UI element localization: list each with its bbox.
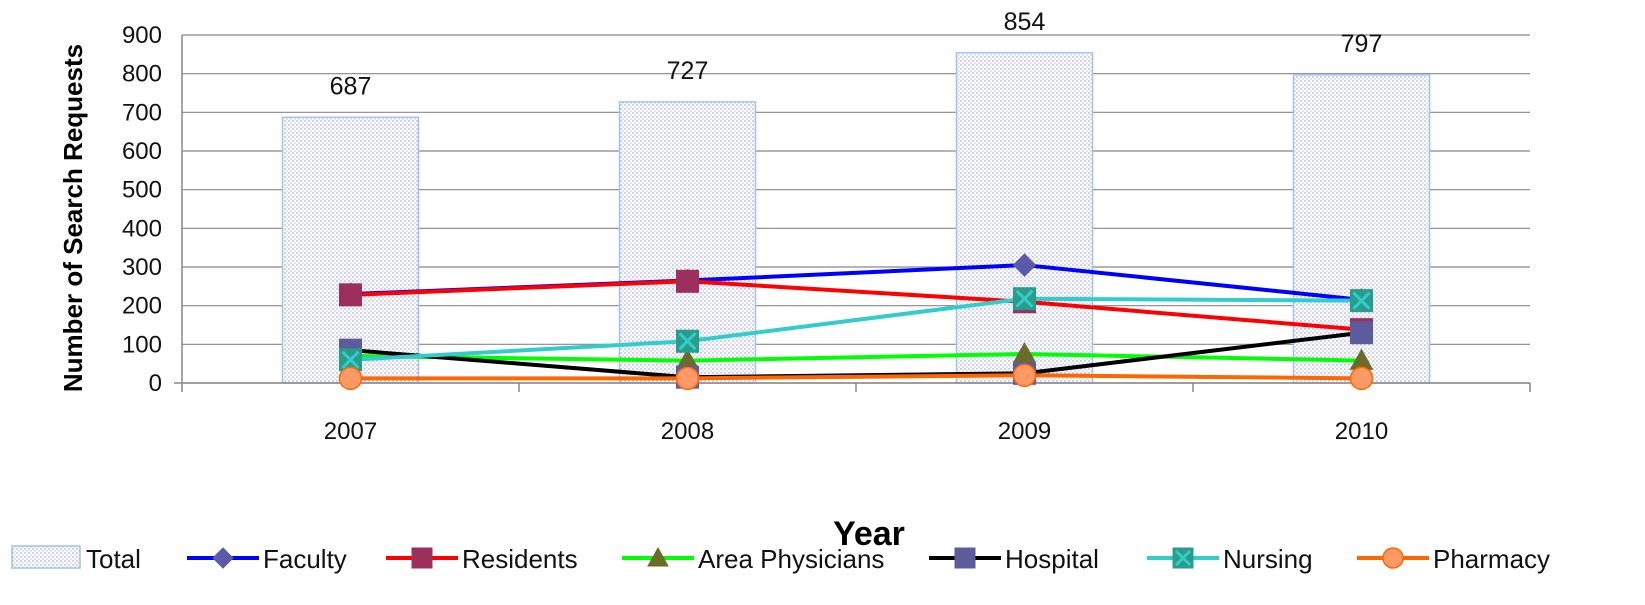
y-tick-label: 500 <box>122 177 162 204</box>
bar-data-label: 687 <box>330 72 372 100</box>
legend-label-hospital: Hospital <box>1005 544 1099 574</box>
line-residents <box>350 279 1362 332</box>
point-nursing <box>1350 289 1373 313</box>
y-tick-label: 700 <box>122 99 162 126</box>
y-tick-label: 900 <box>122 22 162 49</box>
legend-label-area-physicians: Area Physicians <box>698 544 884 574</box>
line-hospital <box>350 330 1362 380</box>
point-faculty <box>1012 253 1037 277</box>
line-pharmacy <box>350 373 1362 381</box>
legend-swatch-hospital <box>929 547 1001 569</box>
point-pharmacy <box>338 366 363 391</box>
line-faculty <box>350 263 1362 302</box>
x-tick-label: 2008 <box>661 418 714 445</box>
legend-label-residents: Residents <box>462 544 578 574</box>
x-tick-label: 2010 <box>1335 418 1388 445</box>
axes: 0 100 200 300 400 500 600 700 800 900 2007 2008 2009… <box>122 22 1531 445</box>
bar-data-label: 854 <box>1004 8 1046 36</box>
y-tick-label: 600 <box>122 138 162 165</box>
y-tick-label: 800 <box>122 61 162 88</box>
x-tick-label: 2007 <box>324 418 377 445</box>
line-nursing <box>350 296 1362 362</box>
legend-label-total: Total <box>86 544 141 574</box>
x-axis-label: Year <box>833 515 905 553</box>
point-residents <box>339 283 362 307</box>
lines-group <box>338 253 1374 391</box>
legend-swatch-pharmacy <box>1357 547 1429 569</box>
bars-group <box>281 52 1431 384</box>
legend-label-faculty: Faculty <box>263 544 347 574</box>
point-nursing <box>676 329 699 353</box>
legend-swatch-total <box>11 545 81 569</box>
legend-swatch-faculty <box>187 547 259 569</box>
point-nursing <box>339 348 362 372</box>
y-tick-label: 100 <box>122 331 162 358</box>
y-axis-label: Number of Search Requests <box>58 44 88 392</box>
legend-swatch-residents <box>386 547 458 569</box>
bar-data-label: 727 <box>667 57 709 85</box>
line-area-physicians <box>350 352 1362 363</box>
point-pharmacy <box>675 366 700 391</box>
point-residents <box>676 269 699 293</box>
bar-data-label: 797 <box>1341 30 1383 58</box>
y-tick-label: 300 <box>122 254 162 281</box>
legend-swatch-nursing <box>1147 547 1219 569</box>
point-pharmacy <box>1349 366 1374 391</box>
legend-swatch-area-physicians <box>622 546 694 567</box>
legend: Total Faculty Residents Area Physicians Hosp… <box>11 544 1550 574</box>
legend-label-nursing: Nursing <box>1223 544 1313 574</box>
point-nursing <box>1013 287 1036 311</box>
y-tick-label: 0 <box>149 370 162 397</box>
x-tick-label: 2009 <box>998 418 1051 445</box>
labels-group: 687 727 854 797 <box>330 8 1383 101</box>
y-tick-label: 400 <box>122 215 162 242</box>
point-pharmacy <box>1012 363 1037 388</box>
y-tick-label: 200 <box>122 293 162 320</box>
point-hospital <box>1350 321 1373 345</box>
legend-label-pharmacy: Pharmacy <box>1433 544 1550 574</box>
bar-total <box>955 52 1094 384</box>
